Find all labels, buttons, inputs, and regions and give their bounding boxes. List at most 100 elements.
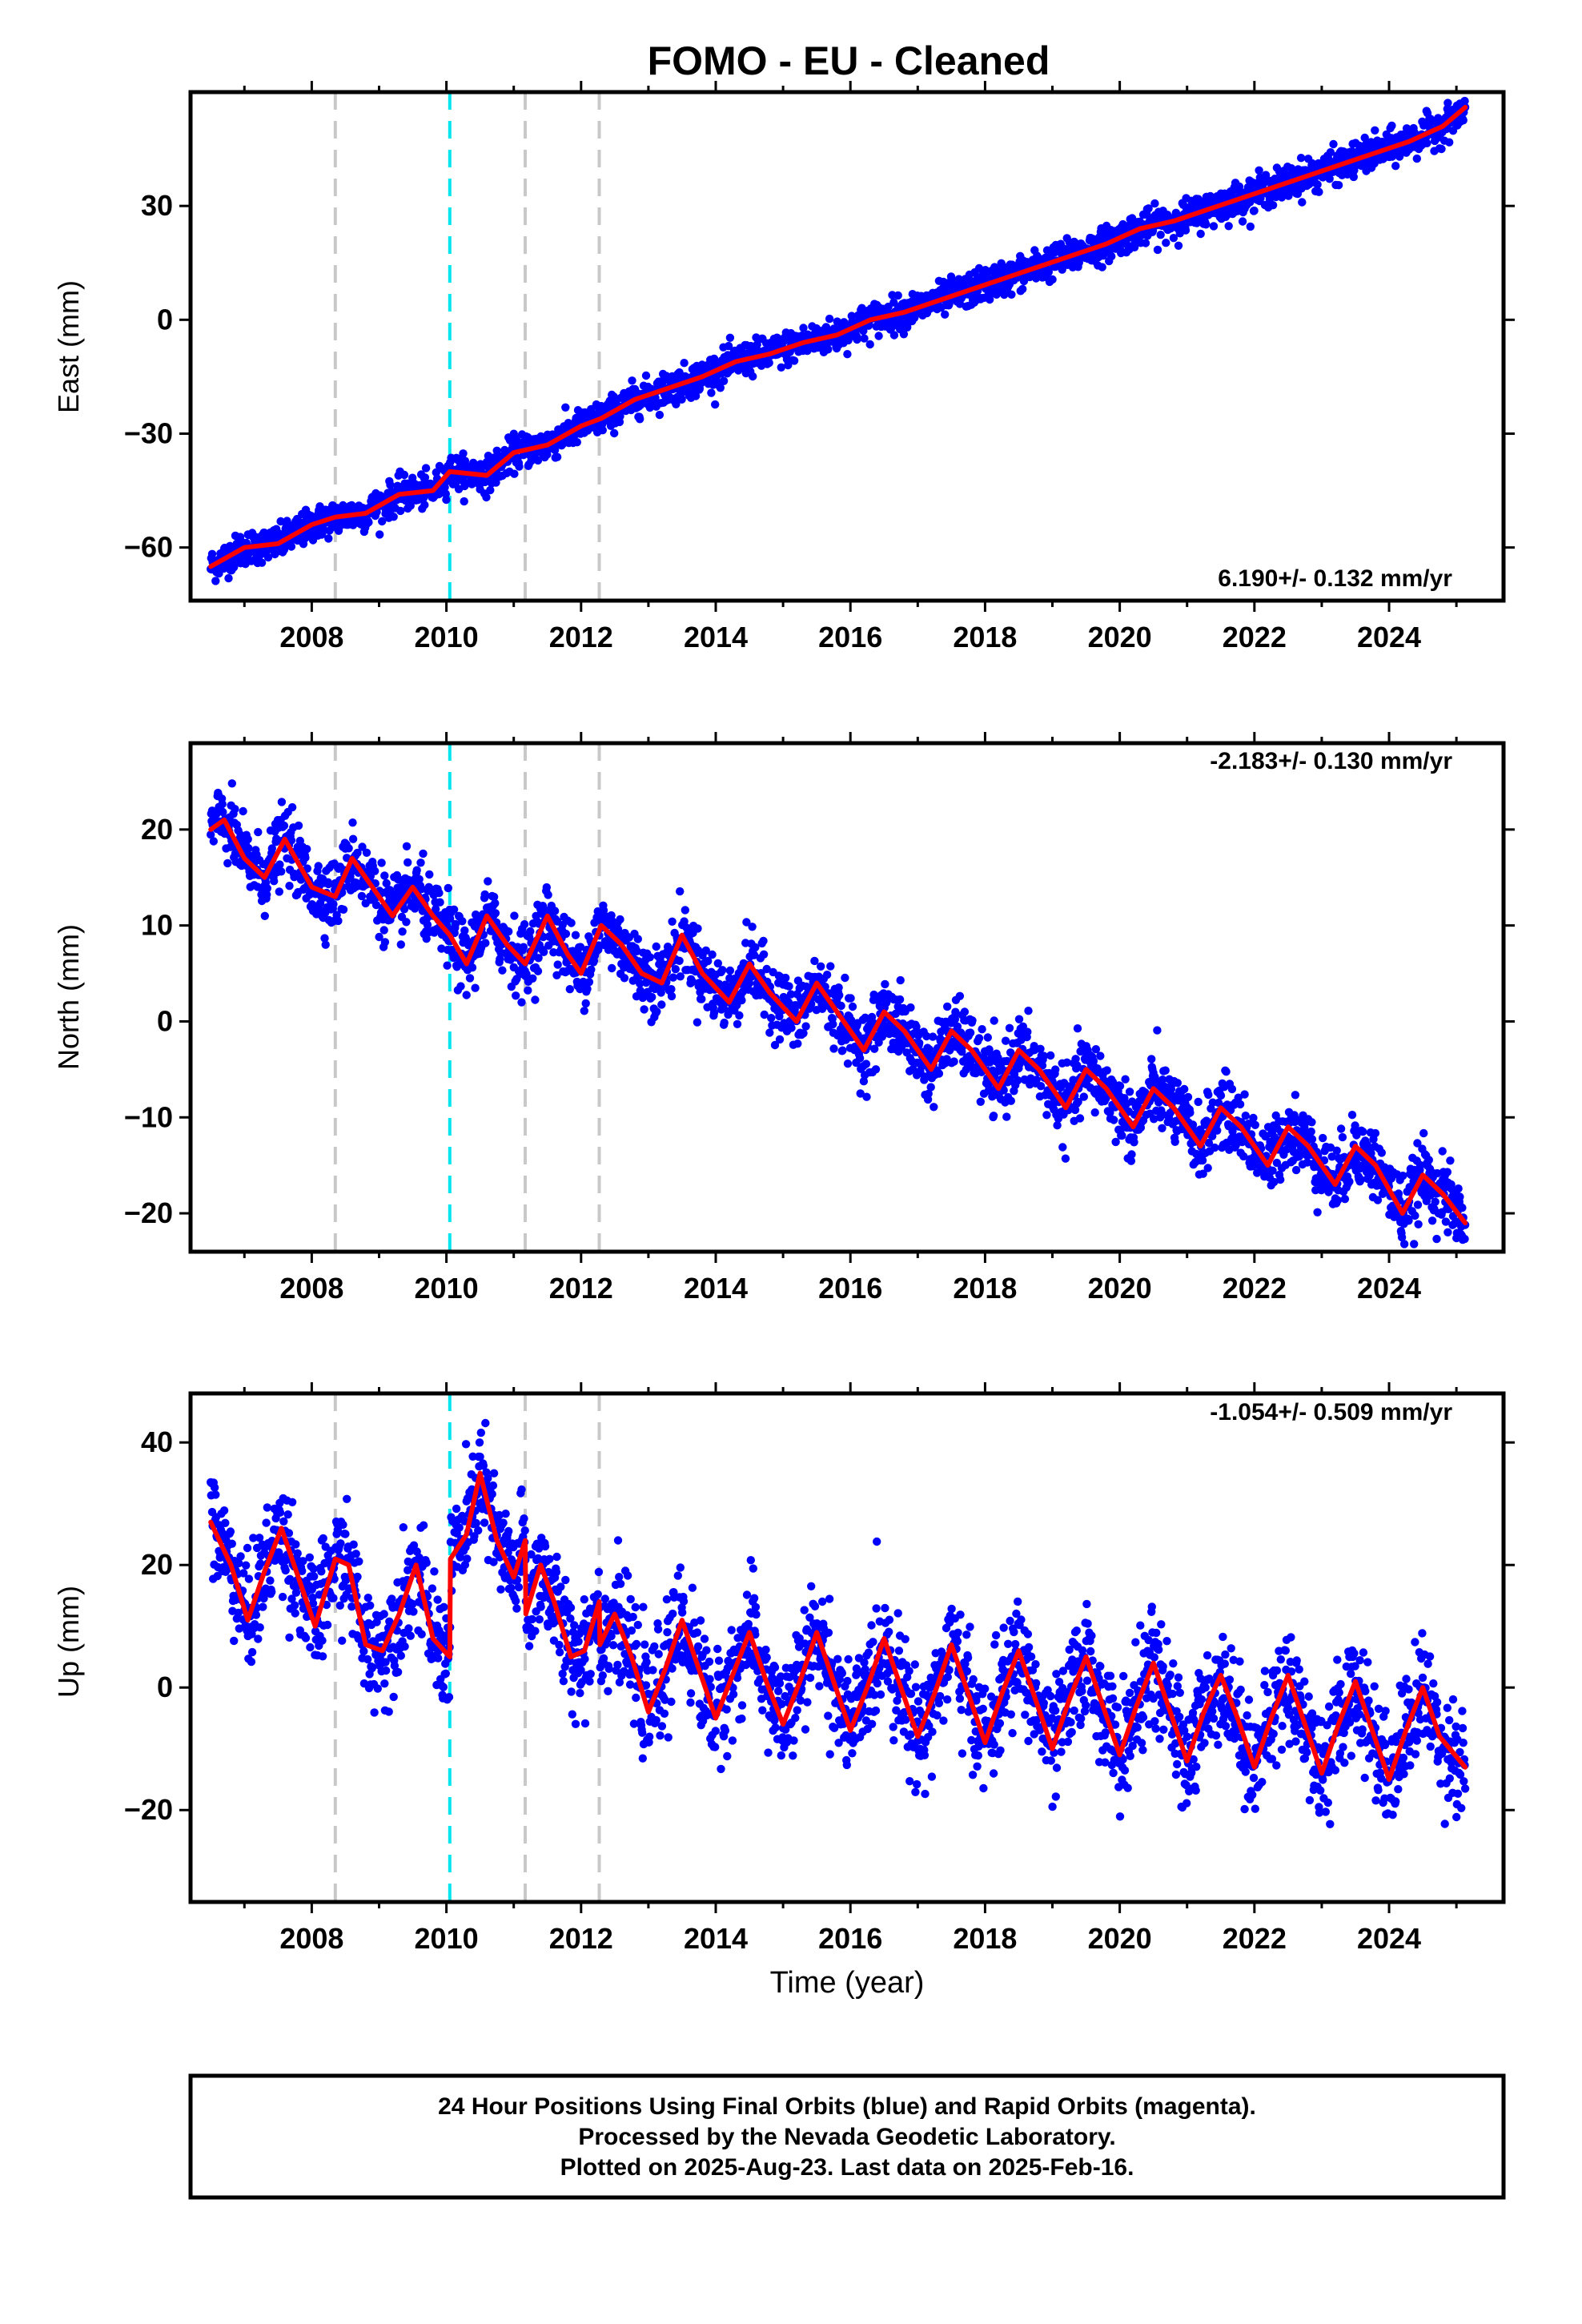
east-point [396, 506, 405, 516]
north-point [489, 892, 499, 902]
north-point [953, 1022, 962, 1031]
north-point [524, 986, 532, 995]
east-point [1412, 154, 1422, 163]
north-point [676, 887, 685, 896]
east-point [1144, 204, 1153, 213]
east-point [825, 314, 834, 324]
north-point [968, 1016, 977, 1025]
north-point [1186, 1108, 1195, 1117]
north-point [950, 1057, 958, 1066]
east-point [1403, 127, 1412, 137]
east-point [1459, 116, 1468, 125]
north-point [422, 935, 431, 943]
east-model-line [208, 105, 1468, 569]
east-point [389, 513, 398, 521]
east-point [974, 263, 984, 273]
north-point [402, 842, 412, 851]
north-point [762, 964, 771, 974]
north-point [380, 871, 389, 880]
east-point [1044, 267, 1054, 276]
north-point [321, 940, 330, 949]
north-point [1161, 1066, 1170, 1075]
north-point [1239, 1152, 1248, 1161]
north-point [1006, 1096, 1016, 1105]
east-point [550, 445, 560, 455]
north-point [1075, 1114, 1085, 1123]
east-xtick-label: 2018 [953, 621, 1017, 653]
north-point [334, 916, 343, 926]
north-point [745, 979, 754, 987]
east-point [1174, 241, 1183, 250]
north-point [1249, 1113, 1258, 1123]
north-point [236, 830, 245, 839]
east-point [1162, 239, 1170, 247]
north-point [528, 974, 537, 983]
east-point [1371, 126, 1379, 135]
north-point [616, 915, 624, 924]
north-point [1213, 1126, 1222, 1135]
north-point [785, 982, 793, 991]
north-point [377, 858, 386, 867]
east-point [853, 335, 861, 344]
north-point [561, 929, 571, 939]
north-point [1216, 1091, 1226, 1100]
north-point [922, 1031, 931, 1041]
east-rate-label: 6.190+/- 0.132 mm/yr [1218, 565, 1452, 592]
north-point [1234, 1093, 1243, 1102]
east-point [893, 291, 902, 300]
east-point [486, 485, 495, 495]
north-point [1046, 1051, 1055, 1060]
east-point [1224, 222, 1233, 231]
north-point [471, 983, 480, 992]
east-point [287, 542, 296, 551]
north-point [930, 1103, 938, 1112]
east-point [1395, 152, 1404, 161]
north-point [906, 1003, 915, 1012]
north-point [412, 866, 421, 875]
east-point [1098, 263, 1106, 271]
north-point [891, 1009, 900, 1019]
north-point [1211, 1143, 1219, 1152]
north-point [1319, 1133, 1327, 1143]
north-point [775, 1035, 785, 1044]
north-point [1074, 1097, 1082, 1107]
north-point [1270, 1177, 1279, 1187]
east-point [1169, 234, 1178, 243]
north-point [436, 898, 444, 907]
north-point [681, 906, 689, 915]
north-point [1171, 1116, 1181, 1126]
north-point [423, 920, 432, 929]
north-point [1127, 1150, 1136, 1159]
north-point [1090, 1108, 1099, 1117]
east-point [1130, 243, 1139, 251]
north-point [1307, 1127, 1315, 1136]
north-point [667, 985, 676, 994]
east-point [1325, 175, 1334, 183]
north-point [1091, 1045, 1101, 1054]
north-point [846, 994, 855, 1003]
north-point [584, 978, 594, 987]
east-xtick-label: 2008 [279, 621, 343, 653]
east-xtick-label: 2020 [1088, 621, 1152, 653]
north-point [1024, 1007, 1033, 1015]
north-point [632, 947, 641, 956]
east-point [655, 410, 665, 420]
east-ytick-label: 0 [157, 303, 173, 336]
north-point [212, 810, 221, 818]
north-point [848, 1002, 857, 1011]
east-point [207, 549, 217, 558]
east-point [1284, 191, 1293, 200]
north-point [1241, 1112, 1251, 1120]
north-point [1039, 1051, 1049, 1060]
east-point [1238, 217, 1247, 226]
north-point [260, 911, 269, 921]
north-point [960, 1007, 970, 1016]
east-point [680, 359, 689, 368]
north-point [1062, 1058, 1071, 1068]
east-point [1250, 206, 1259, 215]
east-point [1107, 251, 1116, 261]
north-point [1214, 1098, 1223, 1108]
north-point [951, 1007, 960, 1016]
north-point [263, 890, 271, 899]
east-point [1206, 191, 1215, 201]
